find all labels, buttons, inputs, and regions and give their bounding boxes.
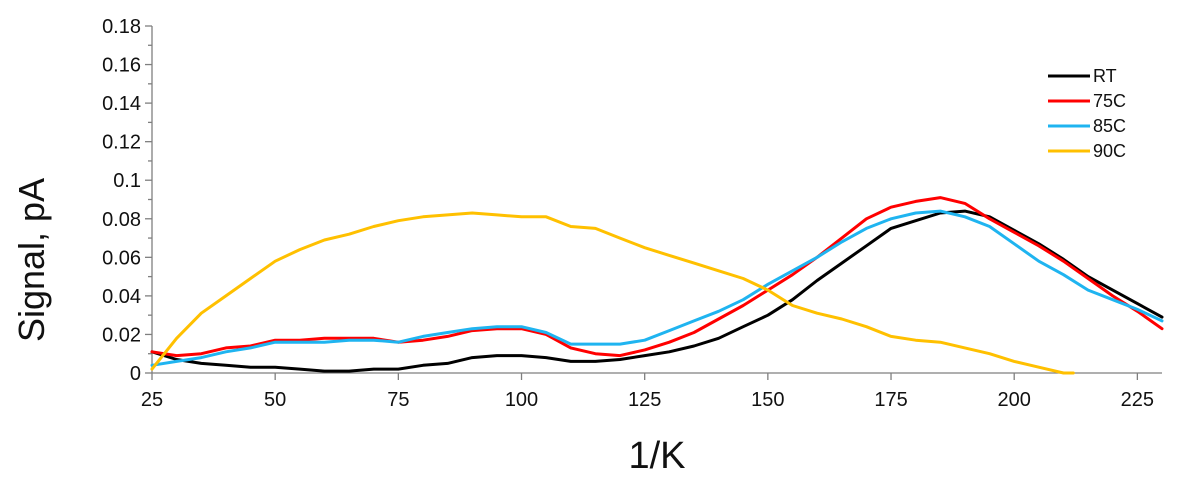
x-tick-label: 75 <box>387 389 409 411</box>
x-tick-label: 150 <box>751 389 784 411</box>
legend: RT 75C 85C 90C <box>1048 66 1126 161</box>
y-axis-ticks: 0 0.02 0.04 0.06 0.08 0.1 0.12 0.14 0.16 0.18 <box>102 16 152 385</box>
y-tick-label: 0.14 <box>102 93 141 115</box>
legend-label: 75C <box>1093 91 1126 111</box>
y-axis-title: Signal, pA <box>11 178 52 342</box>
series-line-75c <box>150 196 1164 358</box>
y-tick-label: 0.08 <box>102 209 141 231</box>
series-line-90c <box>150 211 1075 375</box>
x-axis-ticks: 25 50 75 100 125 150 175 200 225 <box>141 373 1154 411</box>
x-tick-label: 100 <box>505 389 538 411</box>
x-axis-title: 1/K <box>628 435 685 477</box>
legend-label: RT <box>1093 66 1117 86</box>
y-tick-label: 0.02 <box>102 324 141 346</box>
legend-label: 85C <box>1093 116 1126 136</box>
y-tick-label: 0 <box>130 363 141 385</box>
y-tick-label: 0.04 <box>102 286 141 308</box>
y-tick-label: 0.06 <box>102 247 141 269</box>
series-lines <box>150 196 1164 375</box>
series-line-85c <box>150 209 1164 367</box>
x-tick-label: 200 <box>998 389 1031 411</box>
legend-label: 90C <box>1093 141 1126 161</box>
y-tick-label: 0.12 <box>102 132 141 154</box>
x-tick-label: 175 <box>874 389 907 411</box>
x-tick-label: 25 <box>141 389 163 411</box>
x-tick-label: 125 <box>628 389 661 411</box>
y-tick-label: 0.1 <box>113 170 141 192</box>
y-tick-label: 0.16 <box>102 55 141 77</box>
series-line-rt <box>150 209 1164 373</box>
x-tick-label: 50 <box>264 389 286 411</box>
y-tick-label: 0.18 <box>102 16 141 38</box>
x-tick-label: 225 <box>1121 389 1154 411</box>
